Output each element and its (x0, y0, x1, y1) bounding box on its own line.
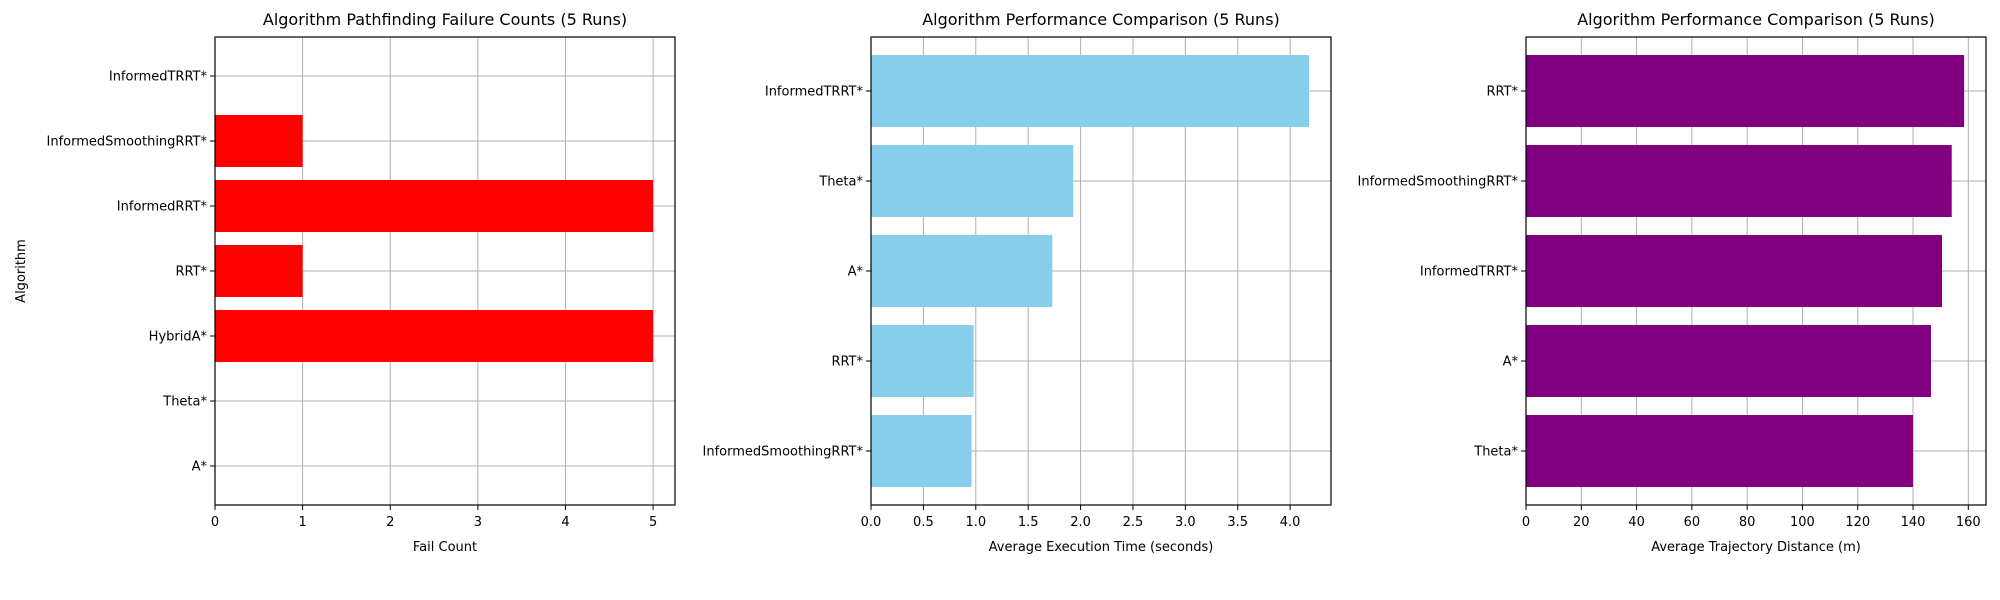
bar-theta (871, 145, 1074, 217)
y-tick-label-rrt: RRT* (175, 265, 207, 280)
bar-rrt (1526, 55, 1965, 127)
y-axis-label: Algorithm (14, 239, 29, 303)
x-tick-label: 4.0 (1280, 515, 1301, 530)
x-axis-label: Average Execution Time (seconds) (989, 540, 1214, 555)
y-tick-label-informedrrt: InformedRRT* (117, 200, 208, 215)
x-tick-label: 0 (1522, 515, 1530, 530)
x-tick-label: 2 (386, 515, 394, 530)
bar-rrt (215, 245, 303, 297)
x-tick-label: 160 (1956, 515, 1981, 530)
x-tick-label: 0 (211, 515, 219, 530)
x-tick-label: 2.0 (1070, 515, 1091, 530)
y-tick-label-theta: Theta* (818, 175, 863, 190)
chart-title: Algorithm Performance Comparison (5 Runs… (1577, 10, 1935, 29)
x-tick-label: 0.5 (913, 515, 934, 530)
y-tick-label-informedtrrt: InformedTRRT* (765, 85, 864, 100)
x-tick-label: 4 (561, 515, 569, 530)
x-tick-label: 1 (298, 515, 306, 530)
y-tick-label-a: A* (192, 460, 208, 475)
y-tick-label-informedsmoothingrrt: InformedSmoothingRRT* (703, 445, 864, 460)
y-tick-label-a: A* (1503, 355, 1519, 370)
bar-a (1526, 325, 1931, 397)
y-tick-label-theta: Theta* (162, 395, 207, 410)
x-tick-label: 60 (1684, 515, 1701, 530)
x-tick-label: 80 (1739, 515, 1756, 530)
chart-trajectory-distance: 0 20 40 60 80 100 120 140 160 Theta* A* InformedTRR… (1358, 10, 1987, 555)
chart-title: Algorithm Pathfinding Failure Counts (5 … (263, 10, 627, 29)
chart-title: Algorithm Performance Comparison (5 Runs… (922, 10, 1280, 29)
bar-informedsmoothingrrt (871, 415, 972, 487)
x-tick-label: 140 (1901, 515, 1926, 530)
x-tick-label: 3.0 (1175, 515, 1196, 530)
chart-fail-counts: 0 1 2 3 4 5 A* Theta* HybridA* RRT* InformedRRT* In… (14, 10, 676, 555)
y-tick-label-informedsmoothingrrt: InformedSmoothingRRT* (1358, 175, 1519, 190)
bar-hybrida (215, 310, 654, 362)
x-tick-label: 120 (1845, 515, 1870, 530)
bar-informedsmoothingrrt (215, 115, 303, 167)
bar-rrt (871, 325, 974, 397)
x-tick-label: 3.5 (1227, 515, 1248, 530)
x-tick-label: 5 (649, 515, 657, 530)
x-axis-label: Fail Count (413, 540, 477, 555)
bar-informedsmoothingrrt (1526, 145, 1952, 217)
x-tick-label: 2.5 (1123, 515, 1144, 530)
chart-execution-time: 0.0 0.5 1.0 1.5 2.0 2.5 3.0 3.5 4.0 InformedSmoot… (703, 10, 1332, 555)
x-tick-label: 20 (1573, 515, 1590, 530)
y-tick-label-a: A* (848, 265, 864, 280)
x-axis-label: Average Trajectory Distance (m) (1651, 540, 1861, 555)
bar-a (871, 235, 1053, 307)
x-tick-label: 100 (1790, 515, 1815, 530)
y-tick-label-informedtrrt: InformedTRRT* (109, 70, 208, 85)
x-tick-label: 40 (1628, 515, 1645, 530)
x-tick-label: 3 (474, 515, 482, 530)
x-tick-label: 1.5 (1018, 515, 1039, 530)
bar-informedtrrt (871, 55, 1309, 127)
bar-informedrrt (215, 180, 654, 232)
y-tick-label-theta: Theta* (1473, 445, 1518, 460)
y-tick-label-informedsmoothingrrt: InformedSmoothingRRT* (47, 135, 208, 150)
x-tick-label: 0.0 (861, 515, 882, 530)
bar-theta (1526, 415, 1914, 487)
y-tick-label-informedtrrt: InformedTRRT* (1420, 265, 1519, 280)
y-tick-label-rrt: RRT* (831, 355, 863, 370)
bar-informedtrrt (1526, 235, 1943, 307)
y-tick-label-rrt: RRT* (1486, 85, 1518, 100)
x-tick-label: 1.0 (965, 515, 986, 530)
y-tick-label-hybrida: HybridA* (149, 330, 208, 345)
